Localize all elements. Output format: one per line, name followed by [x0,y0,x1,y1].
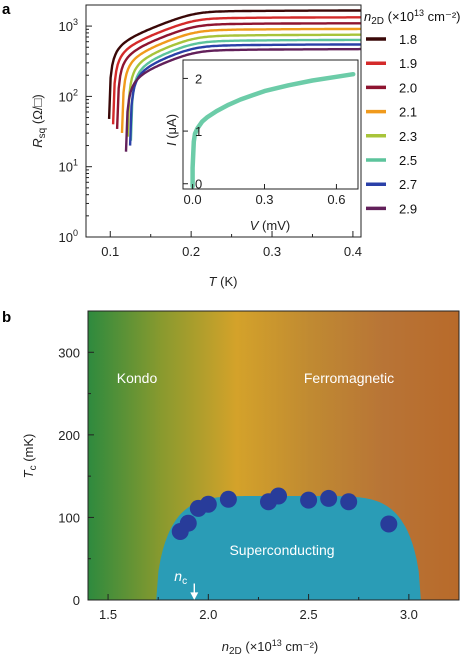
y-axis-label-a: Rsq (Ω/□) [30,94,48,147]
x-axis-label-b: n2D (×1013 cm⁻²) [222,638,319,657]
resistance-curve-2-1 [120,27,361,133]
nc-arrow-head [190,592,199,600]
legend-label-2-5: 2.5 [399,153,417,168]
legend-label-1-8: 1.8 [399,32,417,47]
ferromagnetic-region-label: Ferromagnetic [304,370,394,386]
x-tick-label-b: 2.5 [300,607,318,622]
resistance-curve-2-3 [126,33,361,137]
legend: n2D (×1013 cm⁻²) 1.8 1.9 2.0 2.1 2.3 2.5 2.7 2.… [364,8,461,216]
kondo-region-label: Kondo [117,370,158,386]
x-tick-label-b: 1.5 [99,607,117,622]
resistance-curve-1-9 [111,16,361,125]
inset-plot: 0.0 0.3 0.6 0 1 2 V (mV) I (μA) [164,59,359,233]
legend-items: 1.8 1.9 2.0 2.1 2.3 2.5 2.7 2.9 [366,32,417,216]
legend-label-2-0: 2.0 [399,80,417,95]
x-tick-label-b: 3.0 [400,607,418,622]
y-tick-label-b: 0 [73,593,80,608]
y-tick-label-b: 300 [58,345,80,360]
x-tick-label-a: 0.3 [263,244,281,259]
tc-point [270,487,288,505]
inset-ticks: 0.0 0.3 0.6 0 1 2 [183,71,345,207]
inset-y-tick-label: 0 [195,177,202,192]
inset-frame [182,59,359,190]
legend-title: n2D (×1013 cm⁻²) [364,8,461,27]
legend-label-1-9: 1.9 [399,56,417,71]
panel-b-letter: b [2,309,11,326]
resistance-curve-1-8 [107,9,361,119]
y-tick-label-a: 101 [59,158,78,175]
tc-point [300,491,318,509]
tc-point [219,490,237,508]
inset-x-tick-label: 0.3 [255,192,273,207]
tc-data-points [171,487,398,540]
x-tick-label-b: 2.0 [199,607,217,622]
inset-y-tick-label: 1 [195,124,202,139]
inset-x-tick-label: 0.0 [184,192,202,207]
plot-a-frame [85,4,362,238]
y-tick-label-a: 100 [59,228,78,245]
y-tick-label-a: 102 [59,87,78,104]
x-tick-label-a: 0.1 [101,244,119,259]
inset-y-tick-label: 2 [195,71,202,86]
tc-point [179,514,197,532]
resistance-curve-2-5 [129,38,361,141]
legend-label-2-9: 2.9 [399,201,417,216]
y-tick-label-b: 200 [58,428,80,443]
y-axis-label-b: Tc (mK) [21,434,39,479]
nc-marker: nc [174,568,199,600]
y-tick-label-b: 100 [58,510,80,525]
legend-label-2-1: 2.1 [399,105,417,120]
resistance-curve-2-0 [115,22,361,129]
inset-x-tick-label: 0.6 [327,192,345,207]
plot-b-ticks: 1.5 2.0 2.5 3.0 0 100 200 300 [58,345,418,622]
superconducting-region-label: Superconducting [229,542,334,558]
resistance-curve-2-9 [124,47,361,152]
y-tick-label-a: 103 [59,17,78,34]
tc-point [320,489,338,507]
nc-label: nc [174,568,187,587]
panel-a-letter: a [2,1,11,18]
resistance-curves [107,9,361,152]
panel-b: b Kondo Ferromagnetic Superconducting nc… [2,309,460,657]
tc-point [380,515,398,533]
x-axis-label-a: T (K) [209,274,238,289]
resistance-curve-2-7 [128,43,361,146]
superconducting-dome [156,496,421,600]
iv-curve [190,71,356,189]
inset-curve [190,71,356,189]
plot-b-frame [87,310,460,601]
x-tick-label-a: 0.2 [182,244,200,259]
inset-y-label: I (μA) [164,114,179,146]
legend-label-2-7: 2.7 [399,177,417,192]
inset-x-label: V (mV) [250,218,290,233]
x-tick-label-a: 0.4 [344,244,362,259]
tc-point [199,495,217,513]
tc-point [340,493,358,511]
legend-label-2-3: 2.3 [399,129,417,144]
